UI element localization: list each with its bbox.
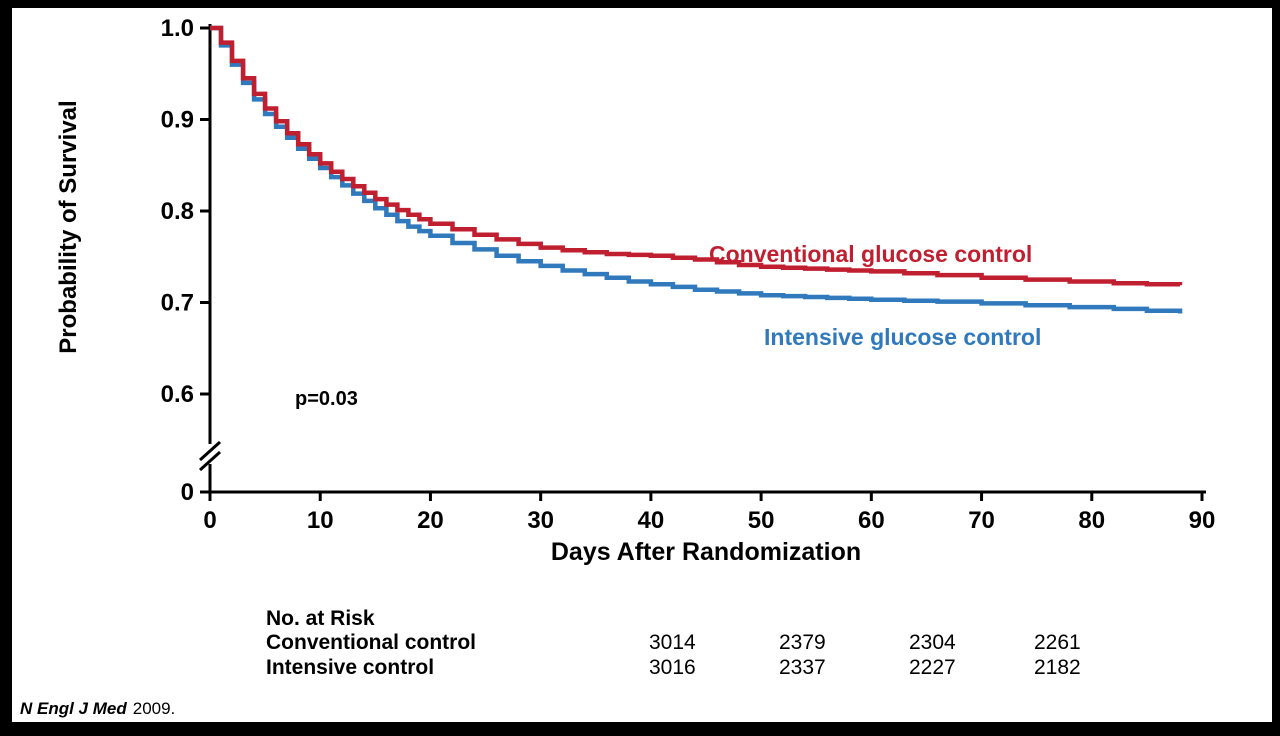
x-tick-label: 50 <box>748 507 775 534</box>
risk-row-label: Conventional control <box>266 631 476 654</box>
citation-year: 2009. <box>132 699 176 718</box>
x-tick-label: 80 <box>1078 507 1105 534</box>
y-axis-title: Probability of Survival <box>55 100 82 354</box>
intensive-curve-label: Intensive glucose control <box>764 324 1042 350</box>
risk-value: 2337 <box>779 656 826 679</box>
x-tick-label: 10 <box>307 507 334 534</box>
x-tick-label: 90 <box>1189 507 1216 534</box>
figure-canvas: 0 0.6 0.7 0.8 0.9 1.0 0 10 20 30 40 50 60 70 80 90 Prob… <box>12 8 1272 722</box>
risk-value: 2304 <box>909 631 956 654</box>
axis-break-mark <box>198 440 222 462</box>
y-tick-label: 1.0 <box>161 15 194 42</box>
x-tick-label: 60 <box>858 507 885 534</box>
risk-value: 3016 <box>649 656 696 679</box>
citation-journal: N Engl J Med <box>20 699 127 718</box>
citation: N Engl J Med 2009. <box>20 699 175 719</box>
risk-value: 2227 <box>909 656 956 679</box>
y-tick-label: 0.7 <box>161 290 194 317</box>
y-tick-label: 0.8 <box>161 198 194 225</box>
risk-value: 3014 <box>649 631 696 654</box>
axis-break-mark <box>198 450 222 472</box>
p-value-annotation: p=0.03 <box>295 388 358 410</box>
risk-row-label: Intensive control <box>266 656 435 679</box>
risk-value: 2182 <box>1034 656 1081 679</box>
risk-table-header: No. at Risk <box>266 607 375 630</box>
x-axis-title: Days After Randomization <box>550 538 862 566</box>
conventional-curve-label: Conventional glucose control <box>709 241 1033 267</box>
x-tick-label: 70 <box>968 507 995 534</box>
x-tick-label: 30 <box>527 507 554 534</box>
y-tick-label: 0.6 <box>161 381 194 408</box>
risk-value: 2261 <box>1034 631 1081 654</box>
x-tick-label: 0 <box>203 507 216 534</box>
risk-value: 2379 <box>779 631 826 654</box>
y-tick-label: 0 <box>181 479 194 506</box>
conventional-curve <box>210 25 1183 287</box>
survival-chart: 0 0.6 0.7 0.8 0.9 1.0 0 10 20 30 40 50 60 70 80 90 <box>161 15 1216 534</box>
intensive-curve <box>210 25 1183 314</box>
x-tick-label: 20 <box>417 507 444 534</box>
x-tick-label: 40 <box>638 507 665 534</box>
y-tick-label: 0.9 <box>161 107 194 134</box>
